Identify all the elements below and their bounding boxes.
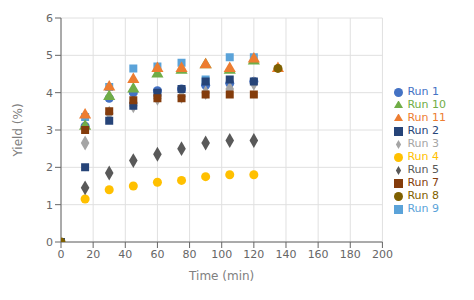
svg-text:100: 100: [211, 248, 232, 261]
svg-text:140: 140: [275, 248, 296, 261]
html-text:Run 1: Run 1: [407, 85, 439, 98]
svg-text:200: 200: [372, 248, 393, 261]
svg-text:120: 120: [243, 248, 264, 261]
html-text:Run 5: Run 5: [407, 163, 439, 176]
svg-text:5: 5: [46, 49, 53, 62]
svg-text:40: 40: [118, 248, 132, 261]
html-text:Run 11: Run 11: [407, 111, 446, 124]
html-text:Run 2: Run 2: [407, 124, 439, 137]
svg-text:4: 4: [46, 87, 53, 100]
svg-text:0: 0: [58, 248, 65, 261]
svg-text:180: 180: [340, 248, 361, 261]
svg-text:6: 6: [46, 12, 53, 25]
html-text:Run 10: Run 10: [407, 98, 446, 111]
svg-text:3: 3: [46, 124, 53, 137]
svg-text:0: 0: [46, 236, 53, 249]
html-text:Run 3: Run 3: [407, 137, 439, 150]
svg-text:20: 20: [86, 248, 100, 261]
html-text:Run 9: Run 9: [407, 202, 439, 215]
html-text:Run 8: Run 8: [407, 189, 439, 202]
svg-text:60: 60: [150, 248, 164, 261]
svg-text:160: 160: [308, 248, 329, 261]
svg-text:2: 2: [46, 161, 53, 174]
svg-text:80: 80: [183, 248, 197, 261]
svg-text:Time (min): Time (min): [188, 269, 254, 283]
html-text:Run 4: Run 4: [407, 150, 439, 163]
svg-text:Yield (%): Yield (%): [11, 103, 25, 157]
svg-text:1: 1: [46, 199, 53, 212]
html-text:Run 7: Run 7: [407, 176, 439, 189]
